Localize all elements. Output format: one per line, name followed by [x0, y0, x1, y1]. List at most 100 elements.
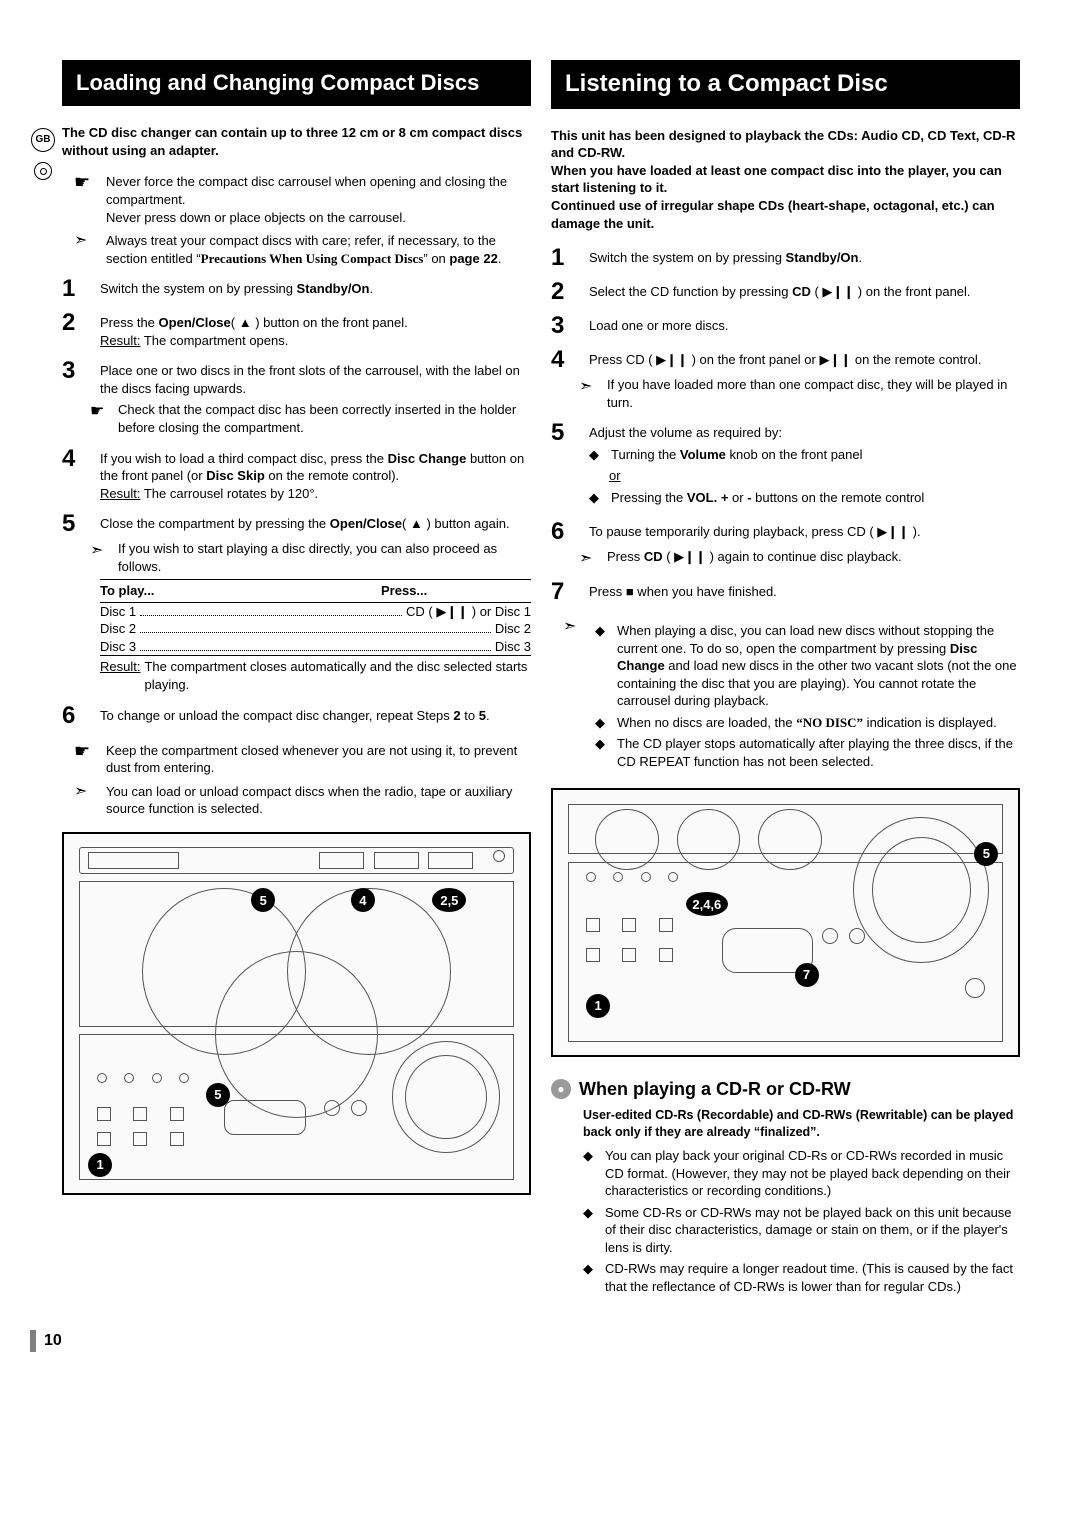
note-text: Always treat your compact discs with car…	[106, 232, 531, 267]
t: You can play back your original CD-Rs or…	[605, 1147, 1020, 1200]
t: To change or unload the compact disc cha…	[100, 708, 453, 723]
t: Close the compartment by pressing the	[100, 516, 330, 531]
dots	[140, 639, 491, 651]
t: Standby/On	[786, 250, 859, 265]
t: When playing a CD-R or CD-RW	[579, 1077, 851, 1101]
step-3: 3 Place one or two discs in the front sl…	[62, 359, 531, 397]
t: .	[369, 281, 373, 296]
diamond-icon: ◆	[595, 622, 609, 710]
table-cell: Disc 3	[495, 638, 531, 656]
t: Switch the system on by pressing Standby…	[589, 246, 1020, 270]
t: Precautions When Using Compact Discs	[201, 251, 424, 266]
t: on the remote control).	[265, 468, 399, 483]
t: (	[402, 516, 410, 531]
step-number: 7	[551, 580, 579, 604]
t: indication is displayed.	[863, 715, 997, 730]
disc-icon	[34, 162, 52, 180]
hand-icon: ☛	[74, 742, 96, 777]
diamond-icon: ◆	[583, 1260, 597, 1295]
t: When no discs are loaded, the	[617, 715, 796, 730]
t: Result:	[100, 659, 140, 674]
t: Press CD ( ▶❙❙ ) on the front panel or ▶…	[589, 348, 1020, 372]
arrow-icon: ➣	[579, 548, 599, 570]
page-number: 10	[30, 1330, 1020, 1352]
t: Open/Close	[330, 516, 402, 531]
step-number: 2	[62, 311, 90, 349]
note-arrow: ➣ You can load or unload compact discs w…	[74, 783, 531, 818]
note-hand: ☛ Never force the compact disc carrousel…	[74, 173, 531, 226]
t: Pressing the	[611, 490, 687, 505]
t: Press	[607, 549, 644, 564]
t: ) button on the front panel.	[252, 315, 408, 330]
t: knob on the front panel	[726, 447, 863, 462]
t: Result:	[100, 486, 140, 501]
play-table: To play... Press... Disc 1CD ( ▶❙❙ ) or …	[100, 579, 531, 693]
table-cell: Disc 3	[100, 638, 136, 656]
step-3: 3 Load one or more discs.	[551, 314, 1020, 338]
step-body: Close the compartment by pressing the Op…	[100, 512, 531, 536]
callout-badge: 1	[586, 994, 610, 1018]
arrow-icon: ➣	[563, 618, 585, 774]
page-bar	[30, 1330, 36, 1352]
t: or	[728, 490, 747, 505]
t: Open/Close	[159, 315, 231, 330]
step-number: 1	[62, 277, 90, 301]
step-2: 2 Select the CD function by pressing CD …	[551, 280, 1020, 304]
table-cell: Disc 2	[495, 620, 531, 638]
step-number: 6	[62, 704, 90, 728]
hand-icon: ☛	[90, 401, 110, 436]
t: Press ■ when you have finished.	[589, 580, 1020, 604]
t: The compartment opens.	[140, 333, 288, 348]
note-arrow: ➣ ◆When playing a disc, you can load new…	[563, 618, 1020, 774]
t: page 22	[449, 251, 497, 266]
step-4: 4 If you wish to load a third compact di…	[62, 447, 531, 503]
t: 5	[479, 708, 486, 723]
step-number: 4	[551, 348, 579, 372]
diamond-icon: ◆	[583, 1147, 597, 1200]
t: (	[231, 315, 239, 330]
step-6: 6 To pause temporarily during playback, …	[551, 520, 1020, 544]
note-text: Never force the compact disc carrousel w…	[106, 173, 531, 208]
t: ( ▶❙❙ ) on the front panel.	[811, 284, 971, 299]
t: .	[498, 251, 502, 266]
step-number: 2	[551, 280, 579, 304]
sidebar: GB	[30, 60, 56, 1300]
table-header: To play...	[100, 582, 381, 600]
t: ( ▶❙❙ ) again to continue disc playback.	[663, 549, 902, 564]
t: Adjust the volume as required by:	[589, 425, 782, 440]
left-intro: The CD disc changer can contain up to th…	[62, 124, 531, 159]
step-6: 6 To change or unload the compact disc c…	[62, 704, 531, 728]
left-title: Loading and Changing Compact Discs	[62, 60, 531, 106]
arrow-icon: ➣	[74, 232, 96, 267]
t: Adjust the volume as required by: ◆Turni…	[589, 421, 1020, 510]
step-4: 4 Press CD ( ▶❙❙ ) on the front panel or…	[551, 348, 1020, 372]
t: ) button again.	[423, 516, 510, 531]
diamond-icon: ◆	[595, 735, 609, 770]
t: The carrousel rotates by 120°.	[140, 486, 318, 501]
language-badge: GB	[31, 128, 55, 152]
callout-badge: 7	[795, 963, 819, 987]
t: Some CD-Rs or CD-RWs may not be played b…	[605, 1204, 1020, 1257]
t: Load one or more discs.	[589, 314, 1020, 338]
diamond-icon: ◆	[589, 489, 603, 507]
eject-icon: ▲	[239, 315, 252, 330]
t: .	[858, 250, 862, 265]
t: Keep the compartment closed whenever you…	[106, 742, 531, 777]
table-cell: Disc 2	[100, 620, 136, 638]
subnote: ☛ Check that the compact disc has been c…	[90, 401, 531, 436]
t: and load new discs in the other two vaca…	[617, 658, 1017, 708]
callout-badge: 1	[88, 1153, 112, 1177]
t: Select the CD function by pressing CD ( …	[589, 280, 1020, 304]
t: Result:	[100, 333, 140, 348]
t: VOL. +	[687, 490, 729, 505]
step-number: 4	[62, 447, 90, 503]
step-body: Place one or two discs in the front slot…	[100, 359, 531, 397]
right-title: Listening to a Compact Disc	[551, 60, 1020, 109]
t: Switch the system on by pressing	[589, 250, 786, 265]
t: CD-RWs may require a longer readout time…	[605, 1260, 1020, 1295]
note-hand: ☛ Keep the compartment closed whenever y…	[74, 742, 531, 777]
t: 2	[453, 708, 460, 723]
page-number-text: 10	[44, 1330, 62, 1352]
step-body: Press the Open/Close( ▲ ) button on the …	[100, 311, 531, 349]
step-1: 1 Switch the system on by pressing Stand…	[551, 246, 1020, 270]
